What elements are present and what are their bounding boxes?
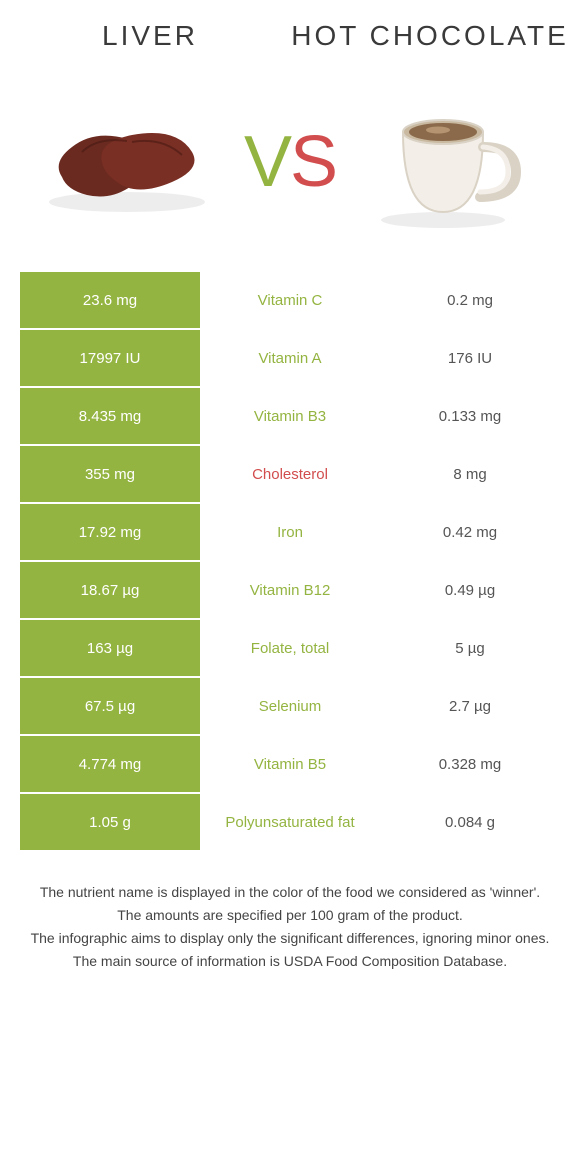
footer-line: The infographic aims to display only the… — [30, 928, 550, 949]
table-row: 17.92 mgIron0.42 mg — [20, 504, 560, 562]
hot-chocolate-image — [336, 92, 570, 232]
footer-notes: The nutrient name is displayed in the co… — [0, 852, 580, 972]
left-value: 1.05 g — [20, 794, 200, 850]
nutrient-label: Selenium — [200, 678, 380, 734]
nutrient-label: Vitamin B5 — [200, 736, 380, 792]
right-value: 0.133 mg — [380, 388, 560, 444]
footer-line: The amounts are specified per 100 gram o… — [30, 905, 550, 926]
right-value: 0.2 mg — [380, 272, 560, 328]
table-row: 18.67 µgVitamin B120.49 µg — [20, 562, 560, 620]
table-row: 67.5 µgSelenium2.7 µg — [20, 678, 560, 736]
footer-line: The nutrient name is displayed in the co… — [30, 882, 550, 903]
left-value: 4.774 mg — [20, 736, 200, 792]
left-value: 18.67 µg — [20, 562, 200, 618]
right-value: 8 mg — [380, 446, 560, 502]
left-value: 17.92 mg — [20, 504, 200, 560]
table-row: 355 mgCholesterol8 mg — [20, 446, 560, 504]
table-row: 17997 IUVitamin A176 IU — [20, 330, 560, 388]
footer-line: The main source of information is USDA F… — [30, 951, 550, 972]
vs-v-letter: V — [244, 122, 290, 202]
nutrient-label: Folate, total — [200, 620, 380, 676]
table-row: 163 µgFolate, total5 µg — [20, 620, 560, 678]
right-value: 176 IU — [380, 330, 560, 386]
table-row: 23.6 mgVitamin C0.2 mg — [20, 272, 560, 330]
images-row: VS — [0, 62, 580, 272]
header-right-title: Hot chocolate — [290, 20, 570, 52]
nutrient-label: Vitamin C — [200, 272, 380, 328]
right-value: 5 µg — [380, 620, 560, 676]
left-value: 163 µg — [20, 620, 200, 676]
left-value: 17997 IU — [20, 330, 200, 386]
nutrient-label: Vitamin A — [200, 330, 380, 386]
table-row: 1.05 gPolyunsaturated fat0.084 g — [20, 794, 560, 852]
left-value: 23.6 mg — [20, 272, 200, 328]
right-value: 0.084 g — [380, 794, 560, 850]
table-row: 8.435 mgVitamin B30.133 mg — [20, 388, 560, 446]
header-left-title: Liver — [10, 20, 290, 52]
right-value: 0.328 mg — [380, 736, 560, 792]
right-value: 2.7 µg — [380, 678, 560, 734]
nutrient-label: Iron — [200, 504, 380, 560]
table-row: 4.774 mgVitamin B50.328 mg — [20, 736, 560, 794]
comparison-table: 23.6 mgVitamin C0.2 mg17997 IUVitamin A1… — [20, 272, 560, 852]
right-value: 0.49 µg — [380, 562, 560, 618]
header: Liver Hot chocolate — [0, 0, 580, 62]
left-value: 355 mg — [20, 446, 200, 502]
vs-s-letter: S — [290, 122, 336, 202]
left-value: 8.435 mg — [20, 388, 200, 444]
nutrient-label: Polyunsaturated fat — [200, 794, 380, 850]
vs-label: VS — [244, 121, 336, 203]
liver-image — [10, 107, 244, 217]
nutrient-label: Cholesterol — [200, 446, 380, 502]
right-value: 0.42 mg — [380, 504, 560, 560]
nutrient-label: Vitamin B3 — [200, 388, 380, 444]
left-value: 67.5 µg — [20, 678, 200, 734]
nutrient-label: Vitamin B12 — [200, 562, 380, 618]
